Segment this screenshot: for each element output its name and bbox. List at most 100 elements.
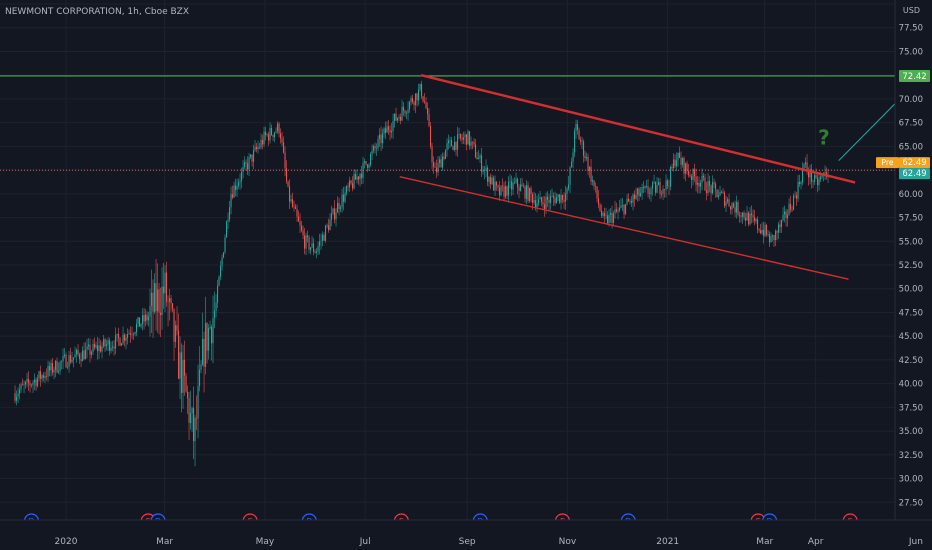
candle-body <box>696 182 699 185</box>
last-price-label: 62.49 <box>902 169 926 179</box>
candle-body <box>489 177 492 185</box>
candle <box>192 386 195 460</box>
candle <box>149 288 151 337</box>
candle <box>449 136 451 149</box>
candle-body <box>116 333 118 336</box>
candle <box>273 131 276 143</box>
candle-body <box>515 178 517 183</box>
candle-body <box>720 191 723 193</box>
candle <box>650 186 652 202</box>
candle-body <box>569 167 571 185</box>
time-tick-label: Nov <box>559 537 577 547</box>
candle <box>47 360 49 383</box>
candle-body <box>572 152 574 162</box>
candle <box>62 348 64 369</box>
candle-body <box>479 155 481 158</box>
candle <box>719 185 721 196</box>
candle-body <box>387 126 390 131</box>
candle-body <box>803 164 805 170</box>
candle-body <box>477 157 480 160</box>
candle <box>428 108 430 128</box>
candle-body <box>398 116 400 118</box>
candle-body <box>771 235 774 237</box>
candle <box>497 184 499 192</box>
candle-body <box>600 211 603 216</box>
time-tick-label: Mar <box>156 537 173 547</box>
candle <box>296 204 298 222</box>
candle <box>789 195 792 213</box>
candle-body <box>537 199 540 204</box>
candle-body <box>224 237 226 253</box>
time-axis[interactable]: 2020 Mar May Jul Sep Nov 2021 Mar Apr Jun <box>55 537 923 547</box>
candle-body <box>287 181 289 187</box>
candle <box>257 140 259 154</box>
candle-body <box>201 338 204 365</box>
candle <box>86 338 88 359</box>
candle <box>465 134 468 151</box>
candle-body <box>497 185 499 188</box>
candle <box>438 156 441 168</box>
candle <box>770 232 772 243</box>
candle-body <box>134 332 136 335</box>
candle <box>431 143 433 169</box>
price-tick-label: 57.50 <box>899 214 923 224</box>
candle-body <box>366 164 369 168</box>
candle <box>348 176 351 192</box>
candle-body <box>239 180 241 183</box>
candle-body <box>444 149 447 159</box>
candle <box>110 341 112 354</box>
candle <box>651 180 654 196</box>
candle <box>440 154 442 168</box>
candle <box>24 380 27 389</box>
time-tick-label: Mar <box>756 537 773 547</box>
candle-body <box>320 240 322 242</box>
candle <box>380 126 382 152</box>
candle-body <box>582 141 585 156</box>
candle <box>515 172 517 185</box>
candle-body <box>593 180 595 187</box>
candle <box>407 100 409 121</box>
candle-body <box>690 176 693 180</box>
candle-body <box>636 188 639 195</box>
candle-body <box>740 215 742 217</box>
candle <box>420 80 423 99</box>
candle <box>129 326 132 344</box>
candle-body <box>261 139 264 145</box>
candle-body <box>326 225 328 226</box>
candle <box>15 390 18 406</box>
candle-body <box>282 142 285 153</box>
candle <box>107 337 109 351</box>
candle-body <box>197 386 199 419</box>
candle <box>363 158 366 169</box>
candle <box>168 288 171 321</box>
candle-body <box>587 156 589 171</box>
candle-body <box>312 243 315 252</box>
candle-body <box>594 186 597 187</box>
candle-body <box>417 89 420 101</box>
candle <box>30 383 33 388</box>
candle-body <box>629 200 631 202</box>
candle <box>600 204 603 219</box>
candle-body <box>360 173 363 178</box>
candle-body <box>128 333 130 335</box>
candle <box>513 177 516 185</box>
candle-body <box>335 212 337 220</box>
candle <box>116 333 118 342</box>
candle <box>434 162 436 168</box>
candle-body <box>813 175 816 182</box>
candle <box>357 175 360 185</box>
candle <box>189 390 192 430</box>
candle-body <box>432 162 435 167</box>
candle <box>525 180 528 205</box>
candle <box>123 332 126 347</box>
candle <box>59 360 61 376</box>
candle-body <box>731 203 733 210</box>
pre-market-price-label: 62.49 <box>902 158 926 168</box>
candle-body <box>665 180 667 190</box>
candle-body <box>467 131 469 145</box>
candle <box>716 189 718 198</box>
candle <box>824 165 826 181</box>
candle-body <box>260 139 262 148</box>
candle <box>300 220 303 233</box>
